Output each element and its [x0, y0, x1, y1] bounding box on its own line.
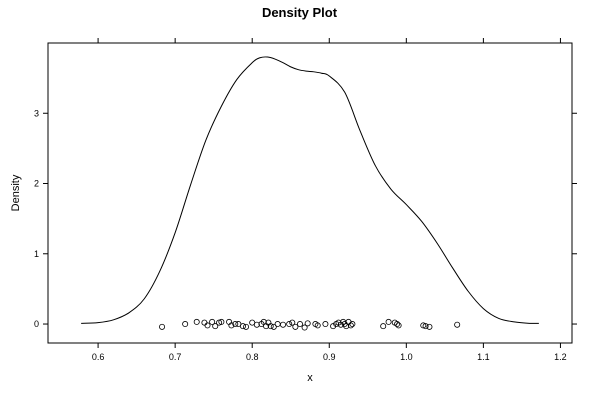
data-point: [280, 321, 287, 328]
plot-frame: [47, 42, 573, 344]
data-point: [454, 321, 461, 328]
data-point: [182, 321, 189, 328]
x-tick-label: 1.2: [554, 352, 567, 362]
data-point: [270, 323, 277, 330]
data-point: [301, 324, 308, 331]
data-point: [422, 323, 429, 330]
data-point: [385, 318, 392, 325]
y-axis-left: 0 1 2 3: [34, 108, 48, 329]
x-tick-label: 0.6: [92, 352, 105, 362]
y-tick-label: 2: [34, 179, 39, 189]
y-tick-label: 0: [34, 319, 39, 329]
data-point: [347, 322, 354, 329]
data-point: [322, 321, 329, 328]
data-point: [239, 323, 246, 330]
data-point: [193, 318, 200, 325]
data-point: [426, 323, 433, 330]
rug-points: [159, 318, 461, 331]
data-point: [201, 319, 208, 326]
x-tick-label: 0.8: [246, 352, 259, 362]
data-point: [267, 323, 274, 330]
data-point: [349, 321, 356, 328]
y-axis-right: [572, 112, 577, 325]
data-point: [274, 321, 281, 328]
x-tick-label: 0.9: [323, 352, 336, 362]
data-point: [243, 323, 250, 330]
data-point: [296, 321, 303, 328]
data-point: [394, 321, 401, 328]
x-tick-label: 1.0: [400, 352, 413, 362]
data-point: [232, 321, 239, 328]
data-point: [204, 322, 211, 329]
data-point: [395, 322, 402, 329]
data-point: [314, 322, 321, 329]
data-point: [289, 319, 296, 326]
x-tick-label: 0.7: [169, 352, 182, 362]
data-point: [304, 320, 311, 327]
data-point: [159, 323, 166, 330]
y-axis-label: Density: [10, 174, 22, 211]
y-tick-label: 1: [34, 249, 39, 259]
density-curve: [81, 56, 539, 324]
x-axis-label: x: [307, 372, 313, 384]
data-point: [212, 323, 219, 330]
chart-title: Density Plot: [262, 5, 338, 20]
data-point: [218, 318, 225, 325]
data-point: [292, 323, 299, 330]
x-tick-label: 1.1: [477, 352, 490, 362]
data-point: [286, 321, 293, 328]
data-point: [380, 323, 387, 330]
x-axis-top: [97, 38, 561, 43]
data-point: [330, 323, 337, 330]
y-tick-label: 3: [34, 108, 39, 118]
data-point: [228, 322, 235, 329]
x-axis-bottom: 0.6 0.7 0.8 0.9 1.0 1.1 1.2: [92, 343, 567, 362]
data-point: [209, 318, 216, 325]
data-point: [253, 321, 260, 328]
